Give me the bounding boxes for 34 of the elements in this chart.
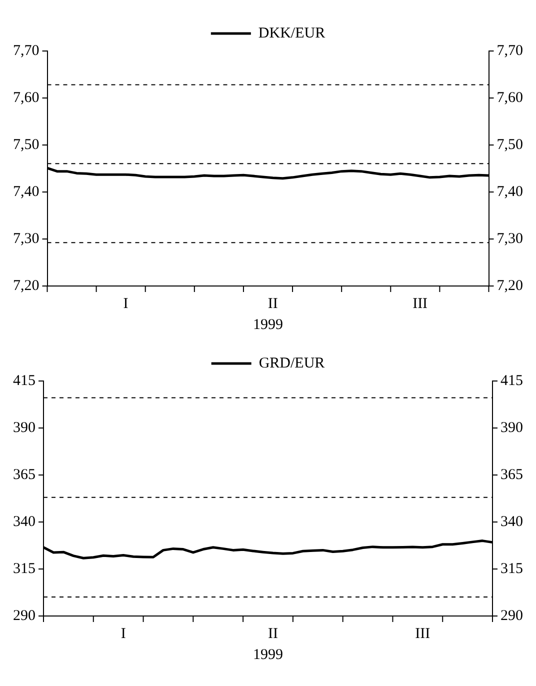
y2-tick-label: 290 xyxy=(500,608,523,624)
y-tick-label: 7,60 xyxy=(13,90,40,106)
y2-tick-label: 315 xyxy=(500,560,523,577)
legend-label: DKK/EUR xyxy=(258,25,326,42)
y-tick-label: 7,50 xyxy=(13,136,40,153)
y2-tick-label: 7,60 xyxy=(496,90,523,106)
y-tick-label: 290 xyxy=(13,608,36,624)
y-tick-label: 390 xyxy=(13,420,36,436)
y-tick-label: 315 xyxy=(13,560,36,577)
y2-tick-label: 7,30 xyxy=(496,230,523,247)
x-tick-label: I xyxy=(123,296,128,312)
x-tick-label: I xyxy=(120,626,126,642)
x-axis-title: 1999 xyxy=(253,646,283,663)
y-tick-label: 7,30 xyxy=(13,230,40,247)
x-axis-title: 1999 xyxy=(253,316,283,333)
x-tick-label: II xyxy=(268,296,278,312)
y-tick-label: 7,20 xyxy=(13,278,40,294)
y2-tick-label: 365 xyxy=(500,466,523,483)
legend-label: GRD/EUR xyxy=(258,355,325,372)
y2-tick-label: 415 xyxy=(500,372,523,389)
y2-tick-label: 390 xyxy=(500,420,523,436)
x-tick-label: II xyxy=(268,626,278,642)
y-tick-label: 7,70 xyxy=(13,42,40,59)
y2-tick-label: 7,20 xyxy=(496,278,523,294)
y2-tick-label: 7,70 xyxy=(496,42,523,59)
x-tick-label: III xyxy=(415,626,430,642)
y-tick-label: 415 xyxy=(13,372,36,389)
y-tick-label: 7,40 xyxy=(13,184,40,200)
y2-tick-label: 340 xyxy=(500,514,523,530)
y2-tick-label: 7,40 xyxy=(496,184,523,200)
y2-tick-label: 7,50 xyxy=(496,136,523,153)
y-tick-label: 365 xyxy=(13,466,36,483)
x-tick-label: III xyxy=(412,296,428,312)
y-tick-label: 340 xyxy=(13,514,36,530)
